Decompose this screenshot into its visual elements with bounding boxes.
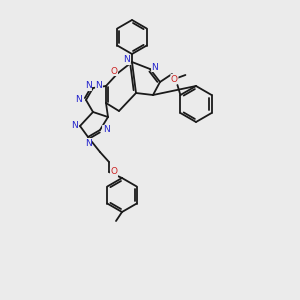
Text: N: N (124, 56, 130, 64)
Text: N: N (96, 82, 102, 91)
Text: N: N (103, 125, 110, 134)
Text: N: N (85, 82, 92, 91)
Text: O: O (110, 67, 118, 76)
Text: N: N (70, 122, 77, 130)
Text: N: N (85, 139, 92, 148)
Text: O: O (171, 74, 178, 83)
Text: N: N (152, 62, 158, 71)
Text: N: N (76, 95, 82, 104)
Text: O: O (110, 167, 118, 176)
